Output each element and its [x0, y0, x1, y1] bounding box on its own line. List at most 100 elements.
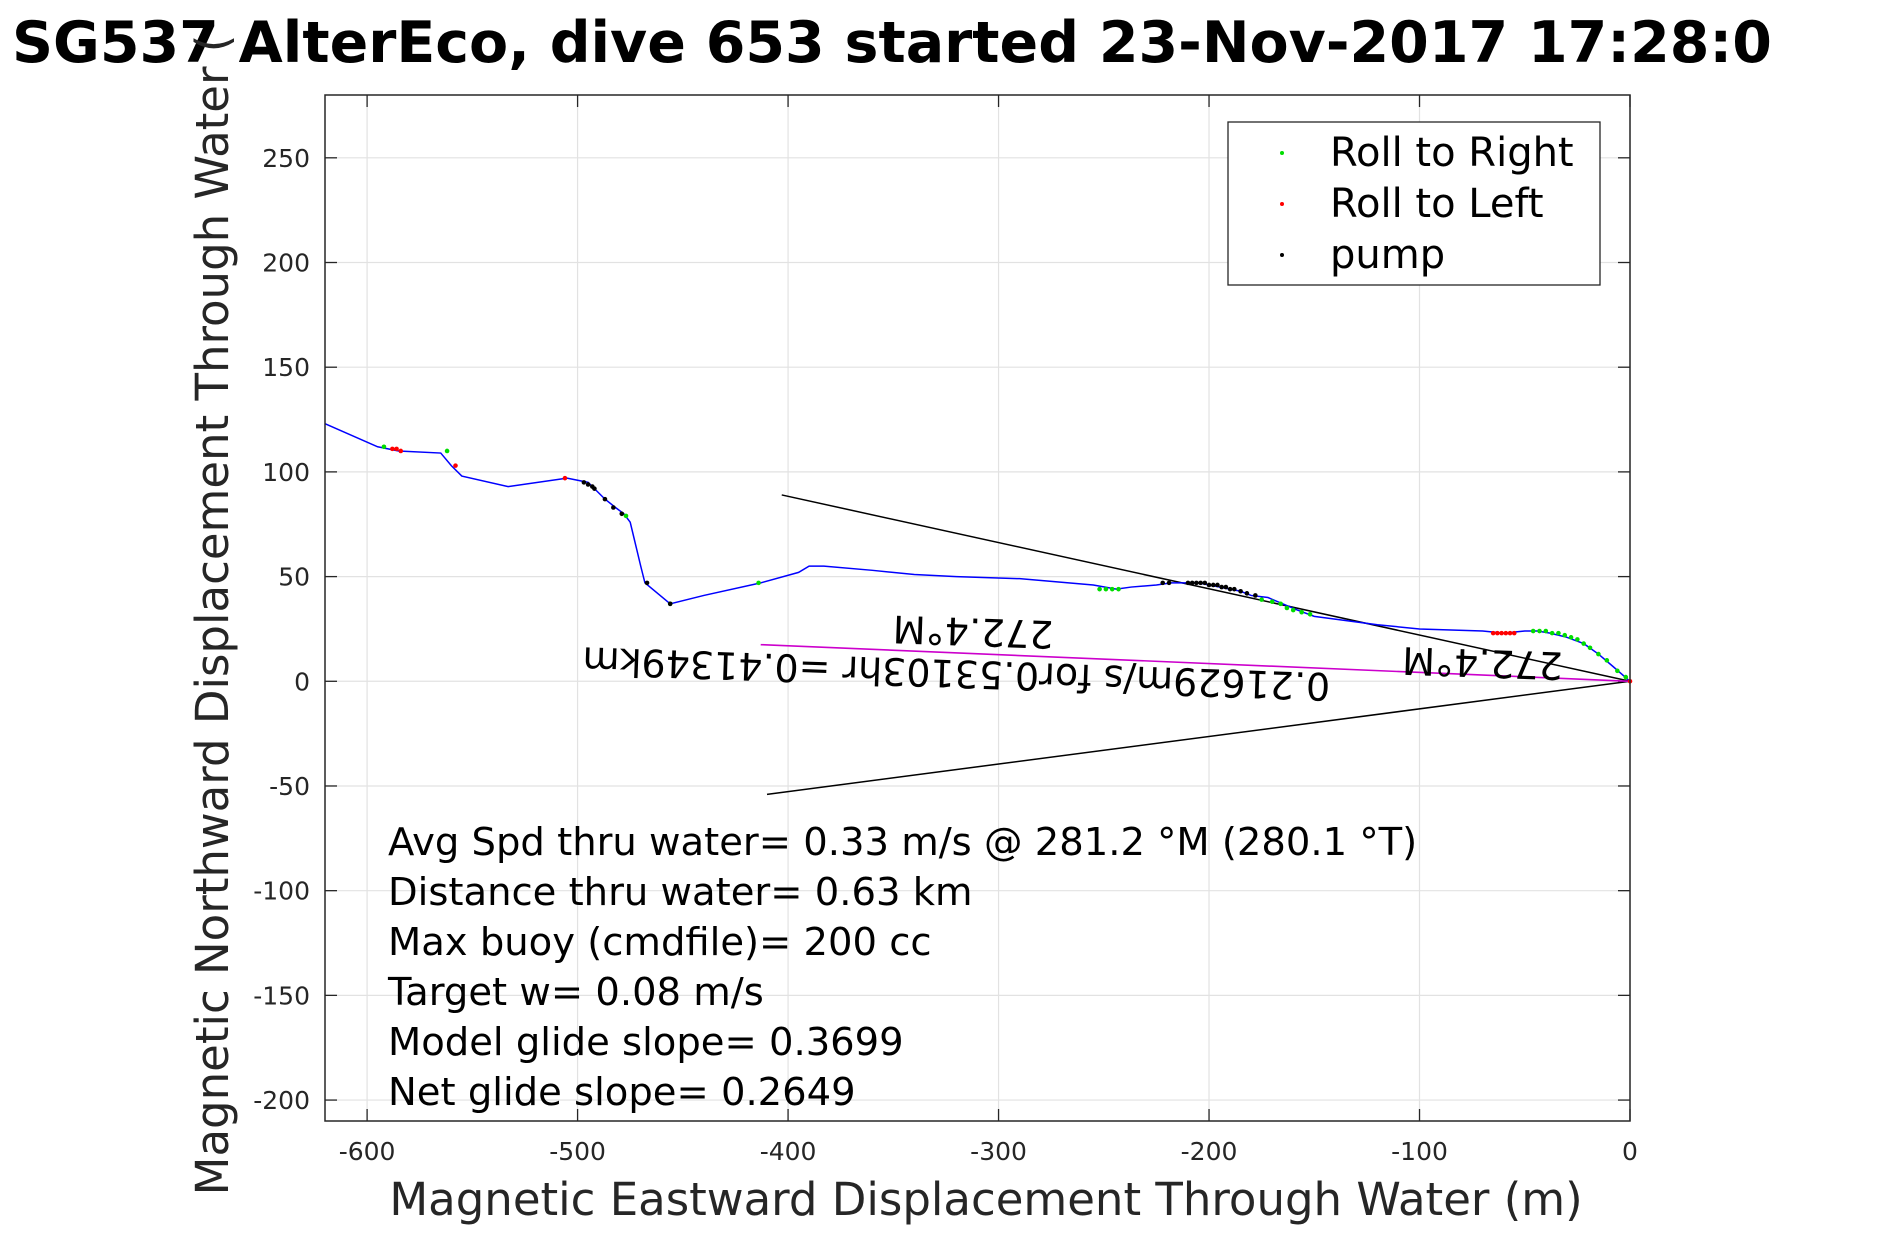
pump-marker-16 — [1202, 580, 1208, 586]
stats-annotation: Avg Spd thru water= 0.33 m/s @ 281.2 °M … — [387, 820, 1417, 1115]
roll-right-marker-30 — [1623, 674, 1629, 680]
legend-marker-roll-right — [1280, 151, 1284, 155]
roll-right-marker-8 — [1109, 586, 1115, 592]
stats-avg-speed: Avg Spd thru water= 0.33 m/s @ 281.2 °M … — [388, 820, 1417, 865]
pump-marker-23 — [1231, 586, 1237, 592]
legend: Roll to Right Roll to Left pump — [1227, 121, 1601, 286]
legend-box — [1227, 121, 1601, 286]
flipped-annotation-1: 272.4°M — [892, 607, 1054, 657]
y-tick-label-0: 0 — [294, 667, 310, 696]
current-vector-line — [760, 643, 1631, 683]
roll-right-marker-27 — [1596, 651, 1601, 657]
roll-right-marker-19 — [1543, 628, 1549, 634]
roll-right-marker-23 — [1568, 635, 1574, 640]
pump-marker-1 — [581, 480, 587, 485]
roll-right-marker-18 — [1537, 628, 1542, 634]
roll-left-marker-2 — [394, 446, 399, 452]
stats-net-glide-slope: Net glide slope= 0.2649 — [388, 1070, 856, 1115]
y-tick-label-250: 250 — [262, 144, 310, 173]
roll-right-marker-9 — [1116, 586, 1121, 592]
x-tick-label-600: -600 — [339, 1137, 396, 1166]
y-tick-label-100: 100 — [262, 458, 310, 487]
roll-right-marker-29 — [1615, 668, 1620, 674]
x-tick-label-300: -300 — [970, 1137, 1027, 1166]
roll-left-marker-5 — [562, 475, 568, 481]
y-tick-label-100: -100 — [253, 877, 310, 906]
x-tick-label-200: -200 — [1181, 1137, 1238, 1166]
x-axis-label: Magnetic Eastward Displacement Through W… — [389, 1173, 1582, 1226]
roll-right-marker-5 — [756, 580, 761, 586]
pump-marker-21 — [1223, 584, 1229, 590]
pump-marker-22 — [1227, 586, 1233, 592]
y-axis-ticks: -200 -150 -100 -50 0 50 100 150 200 250 — [253, 144, 1630, 1115]
pump-marker-24 — [1238, 588, 1243, 594]
roll-right-marker-2 — [444, 448, 450, 454]
pump-marker-15 — [1198, 580, 1203, 586]
pump-marker-8 — [644, 580, 650, 586]
roll-left-marker-6 — [1490, 630, 1496, 636]
roll-right-marker-13 — [1284, 605, 1290, 611]
pump-marker-19 — [1215, 582, 1220, 588]
roll-right-marker-20 — [1549, 630, 1555, 636]
pump-marker-20 — [1219, 584, 1224, 590]
glide-slope-line-1 — [781, 494, 1631, 683]
roll-right-marker-7 — [1103, 586, 1109, 592]
roll-right-marker-22 — [1562, 632, 1568, 638]
y-tick-label-50: 50 — [278, 563, 310, 592]
pump-marker-13 — [1189, 580, 1195, 586]
glide-slope-lines — [766, 494, 1631, 796]
roll-right-marker-16 — [1307, 611, 1313, 617]
pump-marker-26 — [1253, 593, 1258, 598]
roll-right-marker-3 — [623, 513, 629, 519]
flipped-annotation-3: 272.4°M — [1402, 638, 1564, 688]
stats-target-w: Target w= 0.08 m/s — [387, 970, 764, 1015]
x-tick-label-100: -100 — [1391, 1137, 1448, 1166]
pump-marker-25 — [1244, 591, 1250, 596]
roll-left-marker-11 — [1511, 630, 1517, 636]
roll-right-marker-17 — [1530, 628, 1536, 634]
legend-label-roll-right: Roll to Right — [1330, 130, 1574, 176]
roll-left-marker-3 — [398, 448, 404, 454]
legend-marker-pump — [1280, 253, 1284, 257]
x-axis-ticks: -600 -500 -400 -300 -200 -100 0 — [339, 95, 1638, 1166]
pump-marker-5 — [602, 496, 608, 502]
x-tick-label-500: -500 — [549, 1137, 606, 1166]
y-tick-label-50: -50 — [269, 772, 310, 801]
roll-right-marker-21 — [1556, 630, 1561, 636]
pump-marker-10 — [1160, 580, 1166, 586]
pump-marker-9 — [667, 601, 673, 607]
roll-right-marker-6 — [1097, 586, 1102, 592]
pump-marker-4 — [592, 486, 597, 491]
glide-slope-line-2 — [766, 680, 1631, 796]
pump-marker-17 — [1206, 582, 1212, 588]
roll-left-marker-9 — [1503, 630, 1509, 636]
roll-right-marker-11 — [1269, 599, 1275, 605]
pump-marker-11 — [1166, 580, 1172, 586]
roll-left-marker-7 — [1495, 630, 1500, 636]
plot-frame — [324, 94, 1631, 1122]
roll-right-marker-14 — [1290, 607, 1296, 613]
legend-marker-roll-left — [1280, 202, 1284, 206]
pump-marker-12 — [1185, 580, 1191, 586]
roll-right-marker-1 — [381, 444, 387, 450]
stats-model-glide-slope: Model glide slope= 0.3699 — [388, 1020, 904, 1065]
roll-right-marker-10 — [1259, 597, 1264, 602]
roll-left-marker-10 — [1507, 630, 1513, 636]
y-axis-label: Magnetic Northward Displacement Through … — [186, 35, 239, 1196]
roll-right-marker-25 — [1581, 641, 1586, 646]
legend-label-roll-left: Roll to Left — [1330, 181, 1544, 227]
pump-marker-18 — [1210, 582, 1216, 588]
roll-right-marker-15 — [1299, 609, 1304, 615]
chart-title: SG537 AlterEco, dive 653 started 23-Nov-… — [12, 10, 1772, 76]
stats-max-buoy: Max buoy (cmdfile)= 200 cc — [388, 920, 932, 965]
roll-right-marker-26 — [1587, 645, 1593, 651]
roll-left-marker-1 — [390, 446, 395, 452]
y-tick-label-200: 200 — [262, 249, 310, 278]
roll-right-marker-12 — [1278, 601, 1283, 607]
legend-label-pump: pump — [1330, 232, 1445, 278]
pump-marker-14 — [1194, 580, 1199, 586]
y-tick-label-150: -150 — [253, 981, 310, 1010]
roll-right-marker-28 — [1604, 658, 1610, 663]
pump-marker-6 — [611, 505, 616, 510]
y-tick-label-200: -200 — [253, 1086, 310, 1115]
